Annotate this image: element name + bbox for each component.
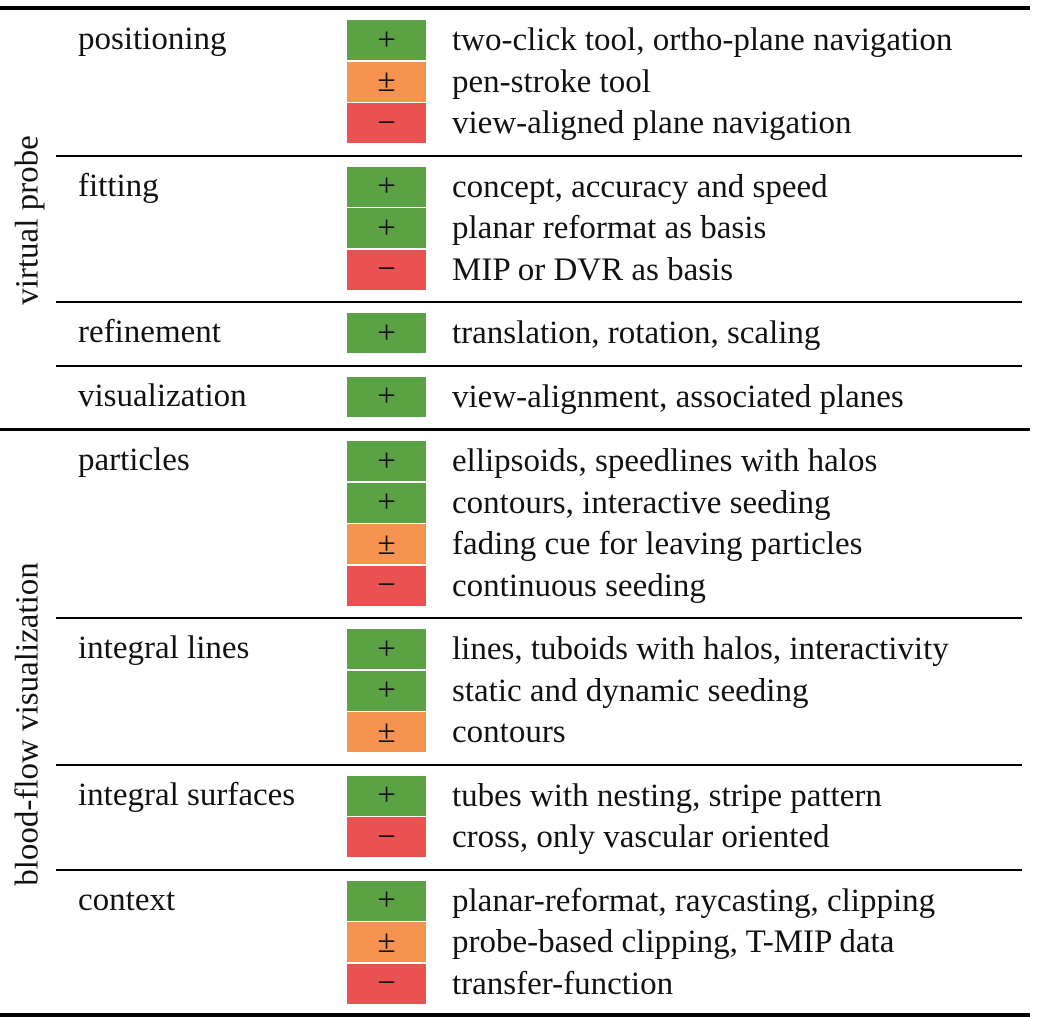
group-label: blood-flow visualization — [0, 433, 56, 1015]
item-description: view-aligned plane navigation — [452, 105, 852, 141]
rating-plus-badge: + — [347, 313, 426, 353]
group-label-text: blood-flow visualization — [9, 562, 46, 886]
item-description: two-click tool, ortho-plane navigation — [452, 22, 953, 58]
rating-plus-badge: + — [347, 775, 426, 816]
category-label: visualization — [78, 377, 247, 414]
rating-plus-badge: + — [347, 670, 426, 711]
rating-plus-badge: + — [347, 208, 426, 248]
category-divider — [56, 301, 1022, 303]
category-divider — [56, 763, 1022, 766]
category-divider — [56, 617, 1022, 619]
item-description: translation, rotation, scaling — [452, 315, 821, 351]
rating-plus-badge: + — [347, 441, 426, 481]
item-description: continuous seeding — [452, 567, 706, 604]
item-description: planar reformat as basis — [452, 210, 767, 246]
item-description: contours, interactive seeding — [452, 484, 831, 521]
rating-minus-badge: − — [347, 565, 426, 606]
group-label-text: virtual probe — [9, 135, 46, 305]
rating-plus-badge: + — [347, 166, 426, 207]
item-description: tubes with nesting, stripe pattern — [452, 777, 882, 814]
category-label: integral surfaces — [78, 776, 296, 813]
rating-plusminus-badge: ± — [347, 922, 426, 962]
item-description: pen-stroke tool — [452, 63, 651, 100]
category-divider — [56, 364, 1022, 367]
category-label: refinement — [78, 314, 221, 350]
rating-minus-badge: − — [347, 103, 426, 143]
bottom-rule — [0, 1013, 1030, 1017]
rating-plus-badge: + — [347, 376, 426, 417]
item-description: concept, accuracy and speed — [452, 168, 828, 205]
item-description: ellipsoids, speedlines with halos — [452, 443, 878, 479]
rating-plusminus-badge: ± — [347, 61, 426, 102]
rating-minus-badge: − — [347, 963, 426, 1004]
rating-plus-badge: + — [347, 629, 426, 669]
item-description: fading cue for leaving particles — [452, 526, 863, 562]
item-description: transfer-function — [452, 965, 674, 1002]
category-label: integral lines — [78, 630, 250, 666]
category-label: positioning — [78, 21, 227, 57]
item-description: contours — [452, 714, 566, 750]
item-description: cross, only vascular oriented — [452, 819, 830, 855]
item-description: lines, tuboids with halos, interactivity — [452, 631, 949, 667]
rating-minus-badge: − — [347, 249, 426, 290]
item-description: static and dynamic seeding — [452, 672, 809, 709]
category-divider — [56, 154, 1022, 157]
rating-plus-badge: + — [347, 482, 426, 523]
rating-plus-badge: + — [347, 880, 426, 921]
category-label: particles — [78, 442, 190, 478]
item-description: view-alignment, associated planes — [452, 378, 904, 415]
group-divider — [0, 428, 1030, 431]
top-rule — [0, 6, 1030, 10]
item-description: planar-reformat, raycasting, clipping — [452, 882, 936, 919]
category-label: context — [78, 881, 176, 918]
group-label: virtual probe — [0, 12, 56, 428]
item-description: probe-based clipping, T-MIP data — [452, 924, 895, 960]
rating-plusminus-badge: ± — [347, 712, 426, 752]
rating-minus-badge: − — [347, 817, 426, 857]
category-divider — [56, 868, 1022, 871]
item-description: MIP or DVR as basis — [452, 251, 734, 288]
rating-plus-badge: + — [347, 20, 426, 60]
category-label: fitting — [78, 167, 159, 204]
rating-plusminus-badge: ± — [347, 524, 426, 564]
